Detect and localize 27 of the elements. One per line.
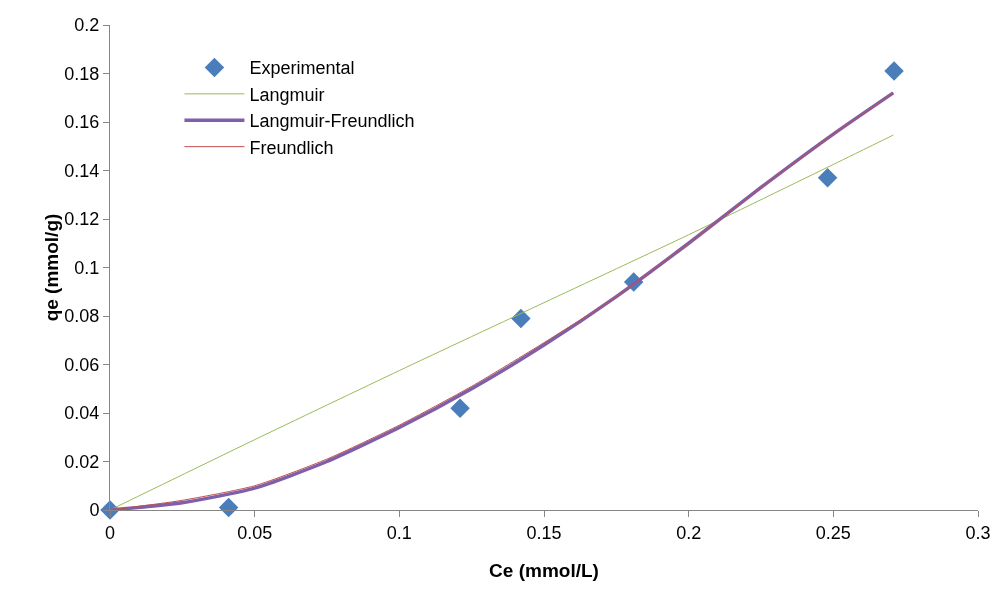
y-tick-label: 0.16 xyxy=(64,112,100,133)
legend-label: Experimental xyxy=(249,58,355,79)
y-tick-label: 0 xyxy=(89,500,100,521)
x-tick-label: 0 xyxy=(104,522,116,543)
legend-label: Langmuir-Freundlich xyxy=(249,111,415,132)
y-axis-title: qe (mmol/g) xyxy=(41,213,63,322)
x-tick-label: 0.3 xyxy=(965,522,991,543)
point xyxy=(450,398,470,418)
x-tick-label: 0.2 xyxy=(676,522,702,543)
y-tick-label: 0.1 xyxy=(74,257,100,278)
legend-label: Langmuir xyxy=(249,84,325,105)
y-tick-label: 0.06 xyxy=(64,354,100,375)
point xyxy=(884,61,904,81)
y-tick-label: 0.08 xyxy=(64,306,100,327)
y-tick-label: 0.02 xyxy=(64,451,100,472)
y-tick-label: 0.18 xyxy=(64,63,100,84)
x-tick-label: 0.25 xyxy=(815,522,851,543)
x-axis-title: Ce (mmol/L) xyxy=(489,560,599,581)
y-tick-label: 0.04 xyxy=(64,403,100,424)
legend-label: Freundlich xyxy=(249,137,334,158)
x-tick-label: 0.05 xyxy=(237,522,273,543)
x-tick-label: 0.1 xyxy=(386,522,412,543)
y-tick-label: 0.14 xyxy=(64,160,100,181)
y-tick-label: 0.2 xyxy=(74,15,100,36)
x-tick-label: 0.15 xyxy=(526,522,562,543)
point xyxy=(817,168,838,188)
y-tick-label: 0.12 xyxy=(64,209,100,230)
